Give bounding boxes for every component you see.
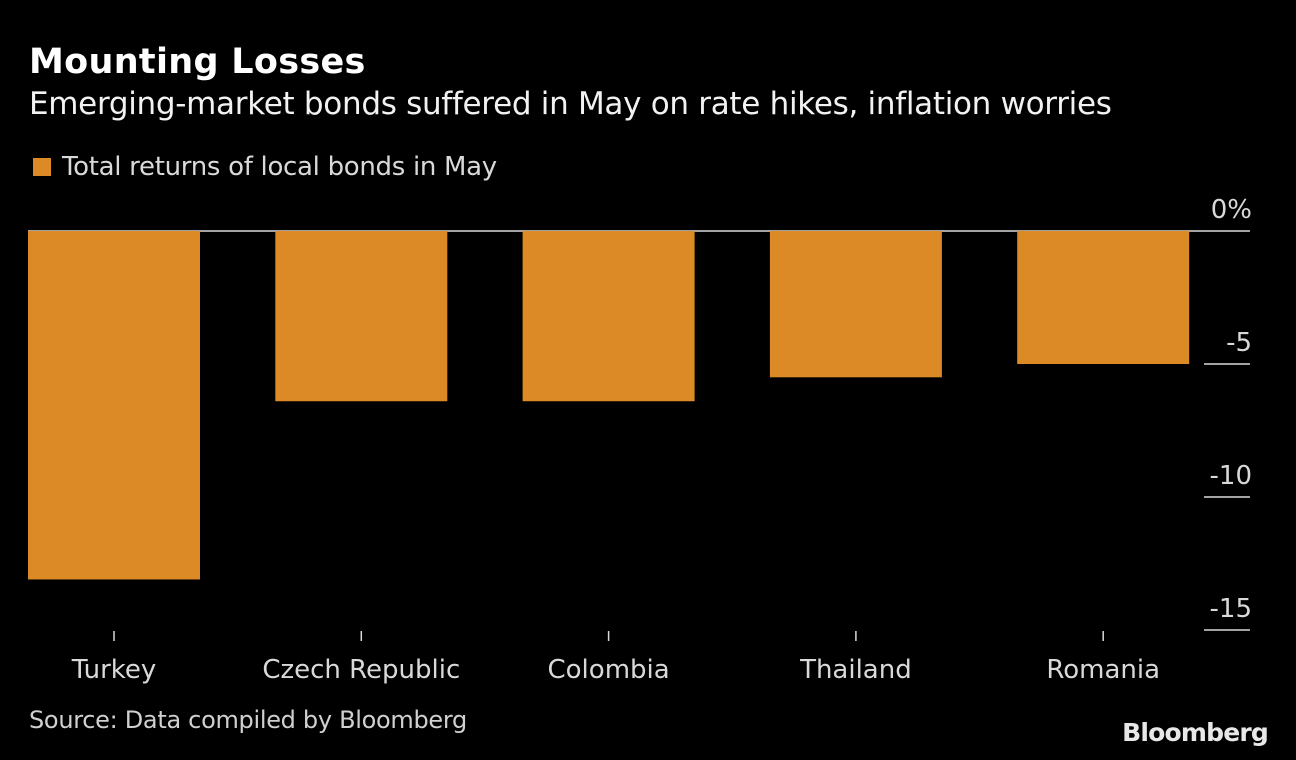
x-tick-label: Colombia [548, 655, 670, 685]
x-tick-label: Czech Republic [262, 655, 460, 685]
y-tick-label: 0% [1211, 195, 1252, 225]
x-tick-label: Romania [1046, 655, 1160, 685]
bar-colombia [522, 231, 695, 402]
bar-romania [1017, 231, 1190, 364]
y-tick-label: -10 [1210, 461, 1252, 491]
source-note: Source: Data compiled by Bloomberg [29, 706, 467, 734]
bar-czech-republic [275, 231, 448, 402]
chart-subtitle: Emerging-market bonds suffered in May on… [29, 86, 1112, 122]
bloomberg-logo: Bloomberg [1122, 718, 1269, 747]
legend: Total returns of local bonds in May [33, 152, 497, 182]
bar-turkey [28, 231, 200, 580]
x-tick-label: Thailand [799, 655, 912, 685]
legend-swatch [33, 158, 51, 176]
legend-label: Total returns of local bonds in May [62, 152, 497, 182]
chart-title: Mounting Losses [29, 42, 366, 82]
y-tick-label: -5 [1226, 328, 1252, 358]
y-tick-label: -15 [1210, 594, 1252, 624]
x-tick-label: Turkey [71, 655, 157, 685]
bar-thailand [769, 231, 942, 378]
